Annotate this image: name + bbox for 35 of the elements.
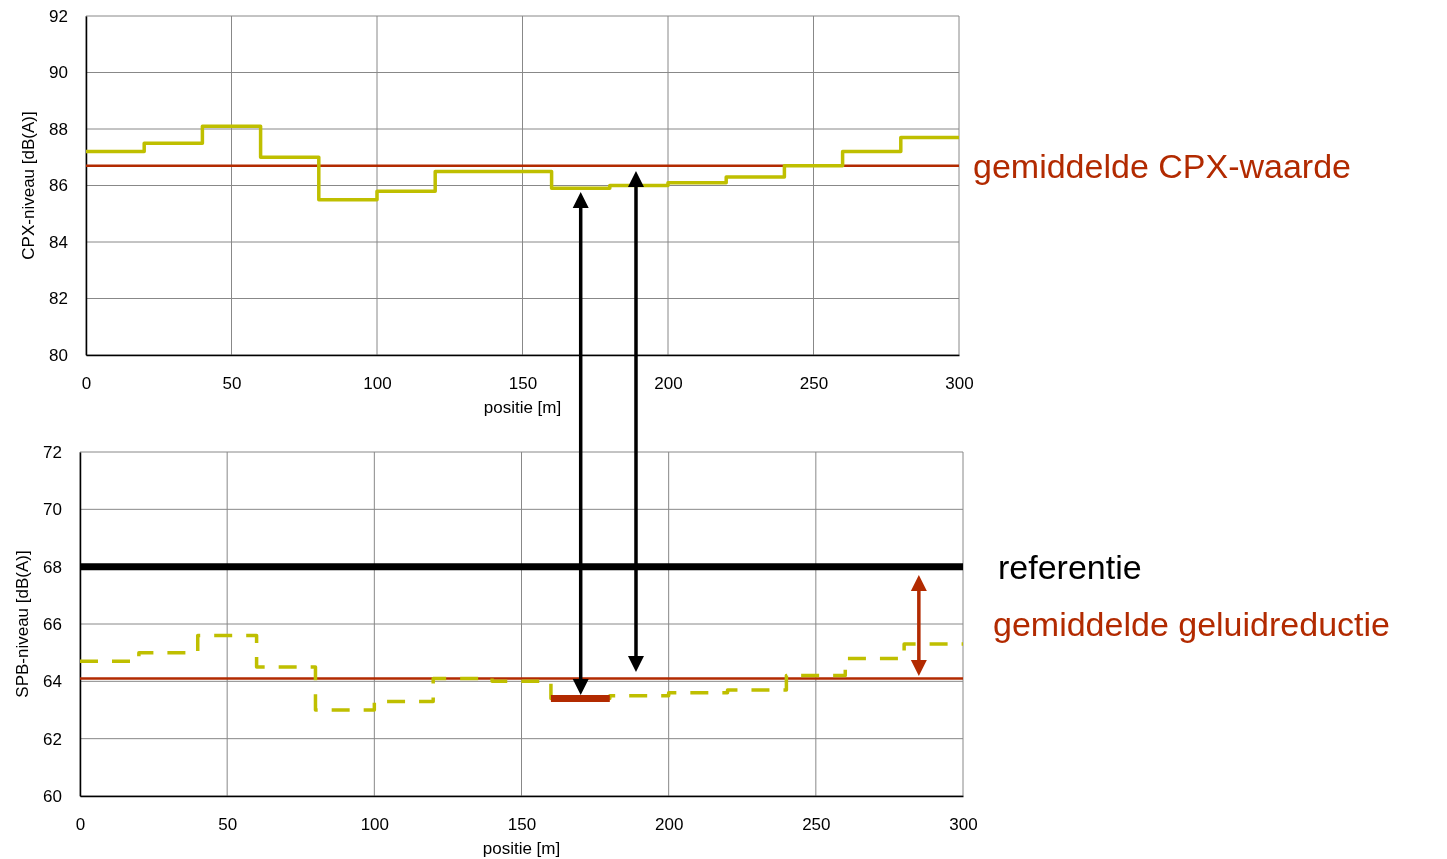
x-axis-title: positie [m] (483, 398, 562, 417)
y-tick-label: 66 (43, 614, 62, 634)
y-tick-label: 80 (49, 345, 68, 365)
x-tick-label: 200 (654, 815, 684, 835)
y-tick-label: 86 (49, 176, 68, 196)
x-tick-label: 250 (802, 815, 831, 835)
y-tick-label: 64 (43, 672, 62, 692)
text: gemiddelde geluidreductie (993, 605, 1390, 643)
ref-line-label: referentie (998, 547, 1142, 586)
x-tick-label: 200 (654, 374, 683, 394)
x-tick-label: 300 (945, 374, 974, 394)
y-axis-title: CPX-niveau [dB(A)] (19, 111, 38, 260)
ref-line-label: gemiddelde CPX-waarde (973, 146, 1351, 185)
x-tick-label: 100 (363, 374, 392, 394)
x-tick-label: 150 (508, 374, 538, 394)
x-tick-label: 250 (799, 374, 829, 394)
x-tick-label: 0 (81, 374, 92, 394)
x-axis-title: positie [m] (482, 839, 561, 858)
y-tick-label: 88 (49, 119, 68, 139)
y-tick-label: 72 (43, 442, 62, 462)
y-axis-title: SPB-niveau [dB(A)] (13, 550, 32, 698)
x-tick-label: 150 (507, 815, 537, 835)
x-tick-label: 50 (218, 815, 238, 835)
x-tick-label: 300 (949, 815, 978, 835)
y-tick-label: 92 (49, 6, 68, 26)
y-tick-label: 90 (49, 63, 68, 83)
x-tick-label: 50 (222, 374, 242, 394)
y-tick-label: 60 (43, 786, 62, 806)
y-tick-label: 84 (49, 232, 68, 252)
y-tick-label: 82 (49, 289, 68, 309)
y-tick-label: 68 (43, 557, 62, 577)
x-tick-label: 100 (360, 815, 390, 835)
y-tick-label: 62 (43, 729, 62, 749)
y-tick-label: 70 (43, 500, 62, 520)
x-tick-label: 0 (75, 815, 86, 835)
